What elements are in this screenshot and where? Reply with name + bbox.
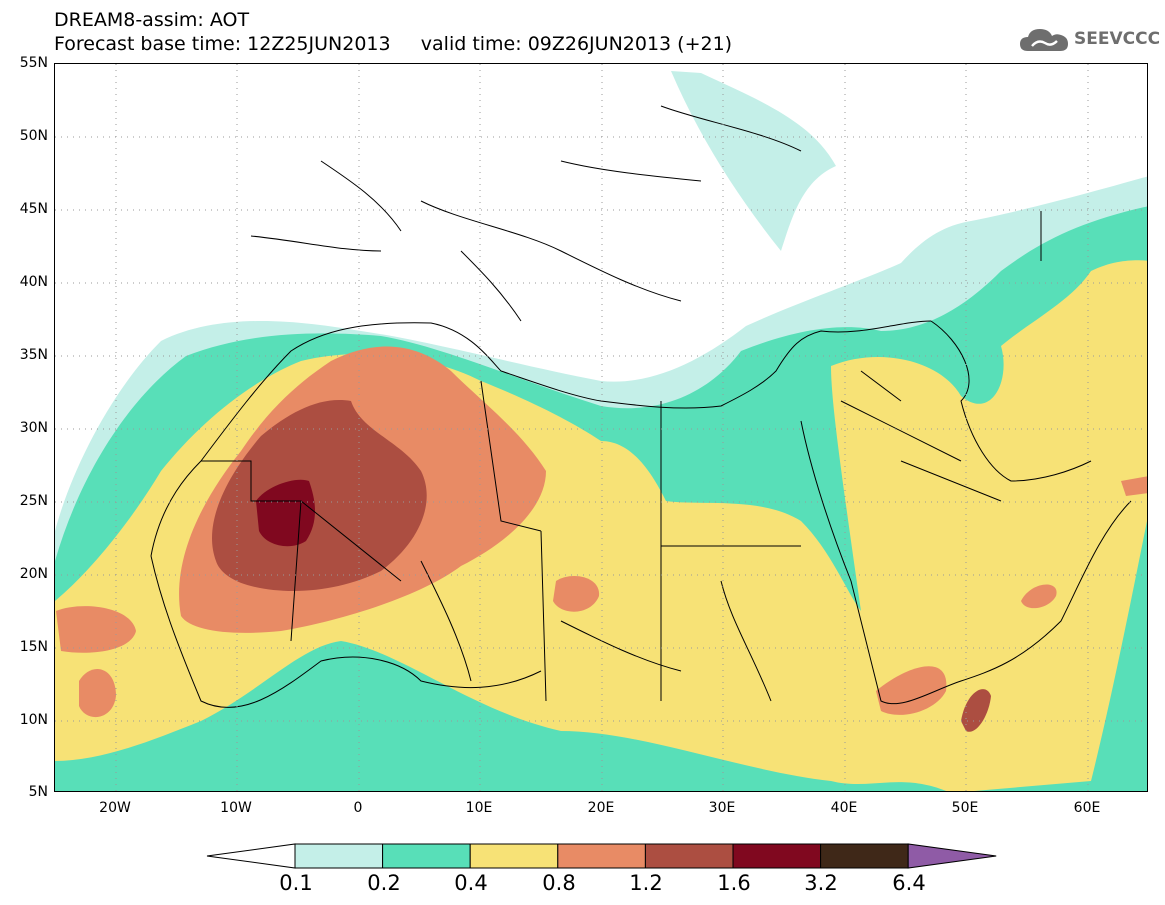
lon-label: 10W bbox=[220, 800, 252, 816]
aot-colorbar bbox=[206, 843, 998, 873]
aot-patch-5 bbox=[1021, 584, 1057, 609]
aot-patch-1 bbox=[56, 606, 136, 653]
colorbar-label: 0.4 bbox=[454, 871, 488, 895]
lat-label: 20N bbox=[19, 566, 48, 582]
seevccc-logo: SEEVCCC bbox=[1018, 24, 1160, 54]
colorbar-label: 0.8 bbox=[542, 871, 576, 895]
colorbar-swatch bbox=[294, 843, 384, 869]
colorbar-swatch bbox=[644, 843, 734, 869]
lon-label: 40E bbox=[830, 800, 858, 816]
lon-label: 20W bbox=[99, 800, 131, 816]
lat-label: 40N bbox=[19, 274, 48, 290]
lon-label: 50E bbox=[951, 800, 979, 816]
colorbar-label: 1.2 bbox=[629, 871, 663, 895]
colorbar-extend-high bbox=[907, 843, 997, 869]
lat-label: 35N bbox=[19, 347, 48, 363]
colorbar-swatch bbox=[469, 843, 559, 869]
lon-label: 0 bbox=[353, 800, 363, 816]
colorbar-swatch bbox=[820, 843, 909, 869]
colorbar-swatch bbox=[382, 843, 471, 869]
coastlines bbox=[150, 105, 1132, 708]
lat-label: 10N bbox=[19, 712, 48, 728]
aot-contour-map bbox=[55, 64, 1147, 791]
colorbar-swatch bbox=[732, 843, 822, 869]
aot-patch-2 bbox=[79, 669, 116, 718]
lat-label: 45N bbox=[19, 201, 48, 217]
aot-patch-6 bbox=[1121, 476, 1147, 496]
cloud-icon bbox=[1020, 29, 1068, 51]
colorbar-label: 6.4 bbox=[892, 871, 926, 895]
logo-text: SEEVCCC bbox=[1074, 29, 1161, 49]
lon-label: 30E bbox=[708, 800, 736, 816]
lon-label: 10E bbox=[465, 800, 493, 816]
colorbar-label: 1.6 bbox=[717, 871, 751, 895]
lat-label: 55N bbox=[19, 55, 48, 71]
aot-patch-3 bbox=[553, 576, 600, 612]
aot-band-1.2-1.6 bbox=[212, 400, 427, 591]
lat-label: 50N bbox=[19, 128, 48, 144]
colorbar-extend-low bbox=[206, 843, 296, 869]
colorbar-swatch bbox=[557, 843, 646, 869]
colorbar-label: 0.2 bbox=[367, 871, 401, 895]
lon-label: 60E bbox=[1073, 800, 1101, 816]
grid-lines bbox=[55, 64, 1147, 791]
colorbar-label: 3.2 bbox=[804, 871, 838, 895]
lat-label: 5N bbox=[28, 784, 48, 800]
forecast-time-info: Forecast base time: 12Z25JUN2013 valid t… bbox=[54, 33, 733, 55]
aot-patch-7 bbox=[961, 689, 991, 732]
lat-label: 15N bbox=[19, 639, 48, 655]
lon-label: 20E bbox=[587, 800, 615, 816]
map-title: DREAM8-assim: AOT bbox=[54, 9, 250, 31]
aot-band-1.6-3.2 bbox=[256, 479, 315, 547]
aot-patch-4 bbox=[876, 666, 947, 715]
lat-label: 25N bbox=[19, 493, 48, 509]
aot-map bbox=[54, 63, 1148, 792]
colorbar-label: 0.1 bbox=[279, 871, 313, 895]
lat-label: 30N bbox=[19, 420, 48, 436]
